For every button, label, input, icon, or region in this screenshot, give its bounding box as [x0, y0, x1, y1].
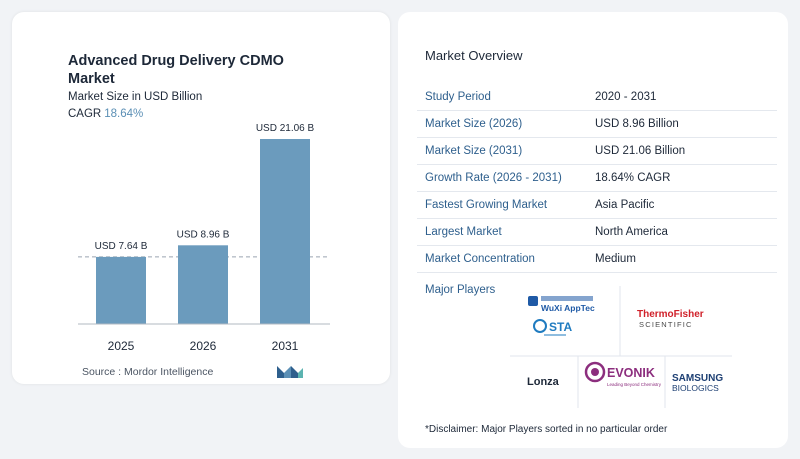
overview-value: Medium	[595, 253, 636, 265]
overview-value: 2020 - 2031	[595, 91, 657, 103]
overview-value: Asia Pacific	[595, 199, 655, 211]
source-text: Source : Mordor Intelligence	[82, 366, 214, 378]
overview-title: Market Overview	[425, 48, 523, 63]
cagr-line: CAGR 18.64%	[68, 108, 143, 120]
overview-row: Fastest Growing Market Asia Pacific	[417, 192, 777, 219]
overview-value: USD 8.96 Billion	[595, 118, 679, 130]
overview-row: Study Period 2020 - 2031	[417, 84, 777, 111]
bar-chart: USD 7.64 B 2025 USD 8.96 B 2026 USD 21.06 B 2…	[78, 123, 330, 353]
overview-key: Market Concentration	[425, 253, 535, 265]
overview-key: Market Size (2031)	[425, 145, 523, 157]
cagr-label: CAGR	[68, 108, 102, 120]
data-label: USD 7.64 B	[95, 241, 148, 252]
overview-row: Market Size (2031) USD 21.06 Billion	[417, 138, 777, 165]
x-tick-label: 2031	[272, 339, 299, 353]
chart-subtitle: Market Size in USD Billion	[68, 91, 203, 103]
bar	[260, 139, 310, 324]
cagr-value: 18.64%	[104, 108, 144, 120]
bar	[178, 245, 228, 324]
x-tick-label: 2026	[190, 339, 217, 353]
overview-key: Study Period	[425, 91, 491, 103]
x-tick-label: 2025	[108, 339, 135, 353]
overview-value: 18.64% CAGR	[595, 172, 671, 184]
bar	[96, 256, 146, 324]
overview-value: USD 21.06 Billion	[595, 145, 686, 157]
overview-key: Market Size (2026)	[425, 118, 523, 130]
overview-value: North America	[595, 226, 668, 238]
chart-title: Advanced Drug Delivery CDMO Market	[68, 53, 284, 87]
data-label: USD 21.06 B	[256, 123, 315, 134]
overview-row: Market Size (2026) USD 8.96 Billion	[417, 111, 777, 138]
disclaimer-text: *Disclaimer: Major Players sorted in no …	[425, 424, 668, 435]
data-label: USD 8.96 B	[177, 229, 230, 240]
overview-row: Market Concentration Medium	[417, 246, 777, 273]
overview-key: Growth Rate (2026 - 2031)	[425, 172, 562, 184]
overview-key: Largest Market	[425, 226, 502, 238]
mordor-logo-icon	[277, 366, 303, 378]
major-players-title: Major Players	[425, 284, 496, 296]
overview-row: Largest Market North America	[417, 219, 777, 246]
overview-key: Fastest Growing Market	[425, 199, 548, 211]
overview-table: Study Period 2020 - 2031 Market Size (202…	[417, 84, 777, 273]
overview-row: Growth Rate (2026 - 2031) 18.64% CAGR	[417, 165, 777, 192]
